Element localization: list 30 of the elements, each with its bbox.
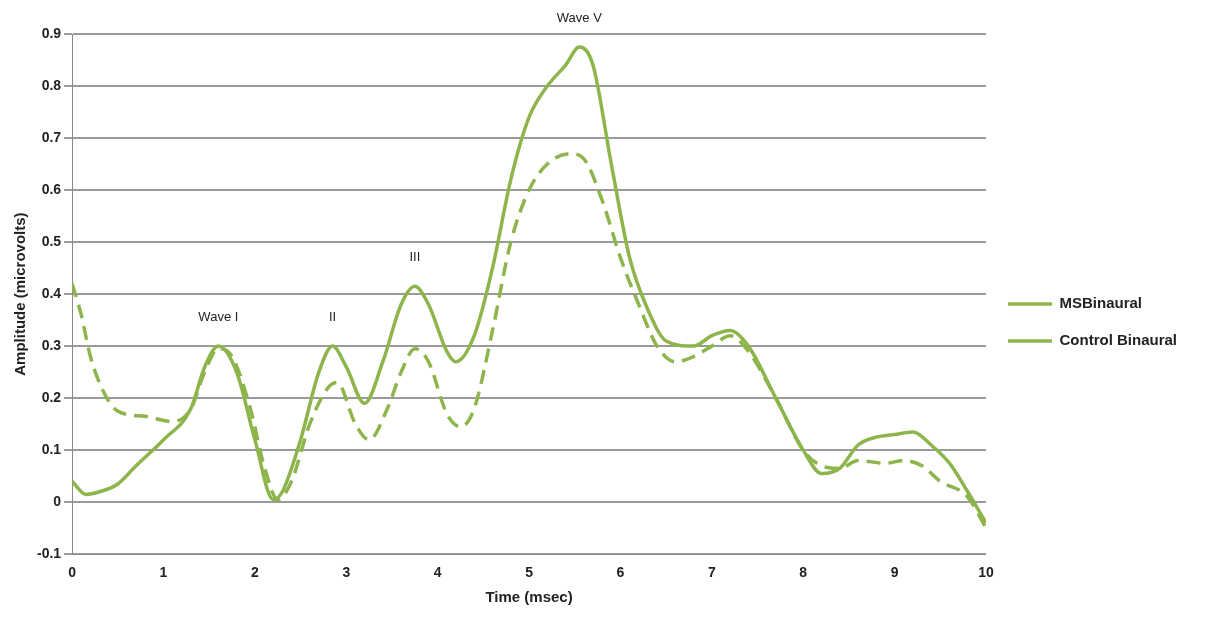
legend-label: MSBinaural — [1059, 294, 1143, 312]
y-tick-label: -0.1 — [37, 545, 62, 562]
x-tick-label: 4 — [433, 564, 442, 581]
x-tick-label: 10 — [978, 564, 994, 581]
x-axis-title: Time (msec) — [485, 588, 573, 606]
y-tick-label: 0.1 — [41, 441, 62, 458]
y-axis-title: Amplitude (microvolts) — [11, 212, 29, 376]
y-tick-label: 0.5 — [41, 232, 62, 249]
y-tick-label: 0.4 — [41, 284, 62, 301]
x-tick-label: 5 — [525, 564, 534, 581]
y-tick-label: 0.7 — [41, 128, 62, 145]
x-tick-label: 1 — [159, 564, 168, 581]
x-tick-label: 6 — [616, 564, 625, 581]
y-tick-label: 0.3 — [41, 336, 62, 353]
y-tick-label: 0.8 — [41, 76, 62, 93]
y-tick-label: 0 — [53, 493, 62, 510]
legend-label: Control Binaural — [1059, 331, 1178, 349]
x-tick-label: 0 — [68, 564, 77, 581]
annotation: III — [409, 249, 421, 265]
annotation: Wave V — [556, 10, 603, 26]
annotation: Wave I — [198, 309, 239, 325]
y-tick-label: 0.2 — [41, 389, 62, 405]
x-tick-label: 9 — [890, 564, 899, 581]
x-tick-label: 2 — [251, 564, 259, 581]
y-tick-label: 0.6 — [41, 180, 62, 197]
x-tick-label: 3 — [342, 564, 351, 581]
y-tick-label: 0.9 — [41, 24, 62, 41]
annotation: II — [328, 309, 337, 325]
x-tick-label: 8 — [799, 564, 808, 581]
x-tick-label: 7 — [707, 564, 716, 581]
